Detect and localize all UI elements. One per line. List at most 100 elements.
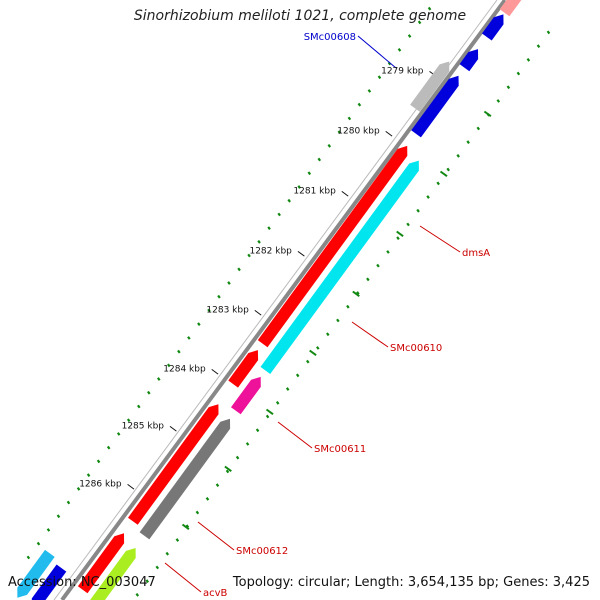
gc-dot: [267, 226, 271, 231]
gc-dot: [406, 222, 410, 227]
gc-dot: [145, 579, 150, 584]
gc-dot: [387, 61, 392, 66]
gene-arrow: [410, 61, 450, 112]
label-leaders: [164, 35, 461, 593]
gc-dot: [456, 153, 460, 158]
gc-dot: [287, 198, 291, 203]
gc-dot: [496, 99, 501, 103]
kbp-tick-outer: [396, 230, 404, 238]
gene-label: SMc00612: [236, 546, 288, 557]
gene-arrow: [139, 418, 231, 540]
kbp-tick: [169, 425, 177, 432]
gc-dot: [106, 445, 111, 450]
gc-dot: [96, 459, 101, 464]
gc-dot: [187, 336, 191, 340]
accession-text: Accession: NC_003047: [8, 575, 156, 590]
gc-dot: [316, 346, 320, 350]
gc-dot: [546, 30, 551, 35]
gc-dot: [426, 195, 430, 199]
gc-dot: [416, 208, 420, 213]
gc-dot: [245, 442, 250, 446]
gc-dot: [227, 281, 231, 285]
gc-dot: [275, 400, 280, 405]
gc-dot: [177, 349, 181, 354]
gc-dot: [126, 418, 131, 423]
gc-dot: [46, 528, 51, 532]
gc-dot: [297, 185, 301, 189]
gc-dot: [36, 541, 41, 546]
gc-dot: [427, 6, 432, 11]
gc-dot: [247, 253, 251, 258]
gc-dot: [367, 89, 372, 93]
genome-summary: Topology: circular; Length: 3,654,135 bp…: [232, 575, 590, 590]
gc-dot: [135, 592, 140, 597]
tick-label: 1280 kbp: [337, 126, 380, 136]
gene-label: SMc00610: [390, 343, 442, 354]
kbp-tick: [127, 483, 135, 490]
gc-dot: [175, 538, 180, 542]
gc-dot: [66, 500, 71, 505]
gene-arrow: [128, 404, 219, 525]
gc-dot: [255, 428, 260, 433]
gene-arrow: [260, 160, 419, 374]
gc-dot: [356, 291, 360, 295]
kbp-tick: [254, 309, 262, 316]
tick-label: 1284 kbp: [163, 364, 206, 374]
gc-dot: [265, 414, 270, 419]
kbp-tick-outer: [483, 110, 492, 118]
gc-dot: [376, 263, 380, 268]
gc-dot: [476, 126, 481, 131]
gene-arrow: [459, 49, 479, 72]
gc-dot: [285, 387, 290, 391]
gc-dot: [155, 565, 160, 570]
gc-dot: [217, 294, 221, 299]
gene-arrow: [231, 376, 261, 415]
label-leader: [351, 321, 389, 348]
gene-arrow: [90, 548, 136, 600]
gc-dot: [205, 496, 210, 501]
gc-dot: [407, 34, 412, 38]
gc-dot-tracks: [26, 6, 551, 597]
gene-features: [17, 0, 522, 600]
gc-dot: [157, 377, 161, 381]
gc-dot: [366, 277, 370, 282]
gc-dot: [327, 143, 332, 148]
kbp-tick-outer: [439, 170, 448, 178]
gc-dot: [397, 47, 402, 52]
gc-dot: [377, 75, 382, 80]
gene-arrow: [31, 564, 67, 600]
kbp-tick: [297, 250, 305, 257]
gc-dot: [466, 140, 470, 145]
gc-dot: [526, 57, 531, 62]
label-leader: [277, 421, 313, 449]
label-leader: [357, 35, 397, 69]
kbp-tick: [341, 190, 349, 197]
gene-arrow: [257, 145, 408, 348]
gc-dot: [386, 250, 390, 254]
gc-dot: [337, 130, 342, 135]
gene-label: SMc00611: [314, 444, 366, 455]
gc-dot: [165, 551, 170, 556]
gc-dot: [295, 373, 300, 378]
kbp-tick-outer: [352, 290, 360, 298]
gc-dot: [215, 483, 220, 488]
gc-dot: [346, 304, 350, 309]
gc-dot: [235, 455, 240, 460]
gc-dot: [195, 510, 200, 515]
backbone-outer: [60, 0, 507, 600]
gc-dot: [347, 116, 352, 121]
gc-dot: [56, 514, 61, 519]
gc-dot: [326, 332, 330, 337]
gene-labels: SMc00608 dmsA SMc00610 SMc00611 SMc00612 acvB: [203, 32, 490, 599]
gc-dot: [446, 167, 450, 172]
tick-label: 1282 kbp: [249, 246, 292, 256]
gc-dot: [137, 404, 141, 409]
tick-labels: 1279 kbp 1280 kbp 1281 kbp 1282 kbp 1283 kbp…: [79, 66, 424, 489]
gene-label: SMc00608: [304, 32, 356, 43]
tick-label: 1286 kbp: [79, 479, 122, 489]
gc-dot: [197, 322, 201, 327]
gc-dot: [317, 157, 322, 162]
gc-dot: [225, 469, 230, 474]
kbp-tick: [211, 368, 219, 375]
